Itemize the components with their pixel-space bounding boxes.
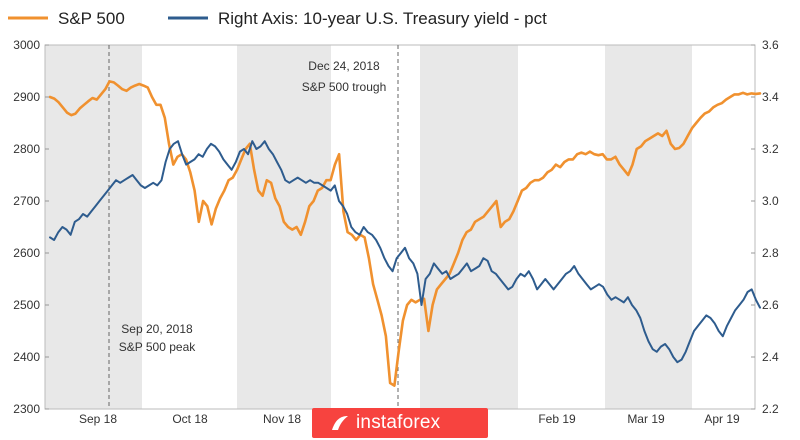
y-right-tick-label: 3.6 — [762, 38, 779, 52]
y-right-tick-label: 3.0 — [762, 194, 779, 208]
x-tick-label: Oct 18 — [172, 412, 208, 426]
y-left-tick-label: 2700 — [13, 194, 40, 208]
x-tick-label: Sep 18 — [79, 412, 117, 426]
y-right-tick-label: 3.4 — [762, 90, 779, 104]
shaded-band-mar-19 — [605, 45, 692, 409]
watermark-text: instaforex — [356, 412, 441, 433]
legend-label-treasury: Right Axis: 10-year U.S. Treasury yield … — [218, 9, 547, 28]
y-right-tick-label: 2.2 — [762, 402, 779, 416]
y-right-tick-label: 2.6 — [762, 298, 779, 312]
annotation-peak-date: Sep 20, 2018 — [121, 322, 193, 336]
x-tick-label: Apr 19 — [704, 412, 740, 426]
annotation-trough-label: S&P 500 trough — [302, 80, 387, 94]
x-tick-label: Mar 19 — [627, 412, 665, 426]
series-lines — [48, 80, 762, 387]
instaforex-logo-icon — [332, 416, 348, 430]
y-left-tick-label: 2600 — [13, 246, 40, 260]
x-tick-label: Nov 18 — [263, 412, 301, 426]
legend-label-sp500: S&P 500 — [58, 9, 125, 28]
annotation-trough-date: Dec 24, 2018 — [308, 59, 380, 73]
series-sp500-line — [48, 80, 762, 387]
y-left-tick-label: 2900 — [13, 90, 40, 104]
y-left-tick-label: 3000 — [13, 38, 40, 52]
y-left-tick-label: 2500 — [13, 298, 40, 312]
annotation-peak-label: S&P 500 peak — [119, 340, 197, 354]
shaded-bands — [45, 45, 692, 409]
y-left-tick-label: 2800 — [13, 142, 40, 156]
x-tick-label: Feb 19 — [538, 412, 576, 426]
y-right-tick-label: 3.2 — [762, 142, 779, 156]
legend: S&P 500 Right Axis: 10-year U.S. Treasur… — [8, 9, 547, 28]
y-left-tick-label: 2400 — [13, 350, 40, 364]
shaded-band-nov-18 — [237, 45, 331, 409]
y-left-tick-label: 2300 — [13, 402, 40, 416]
y-right-tick-label: 2.4 — [762, 350, 779, 364]
series-treasury-yield-line — [49, 140, 761, 364]
y-right-tick-label: 2.8 — [762, 246, 779, 260]
shaded-band-jan-19 — [420, 45, 518, 409]
axes: 2300 2400 2500 2600 2700 2800 2900 3000 2.2 2.4 2.… — [13, 38, 779, 426]
